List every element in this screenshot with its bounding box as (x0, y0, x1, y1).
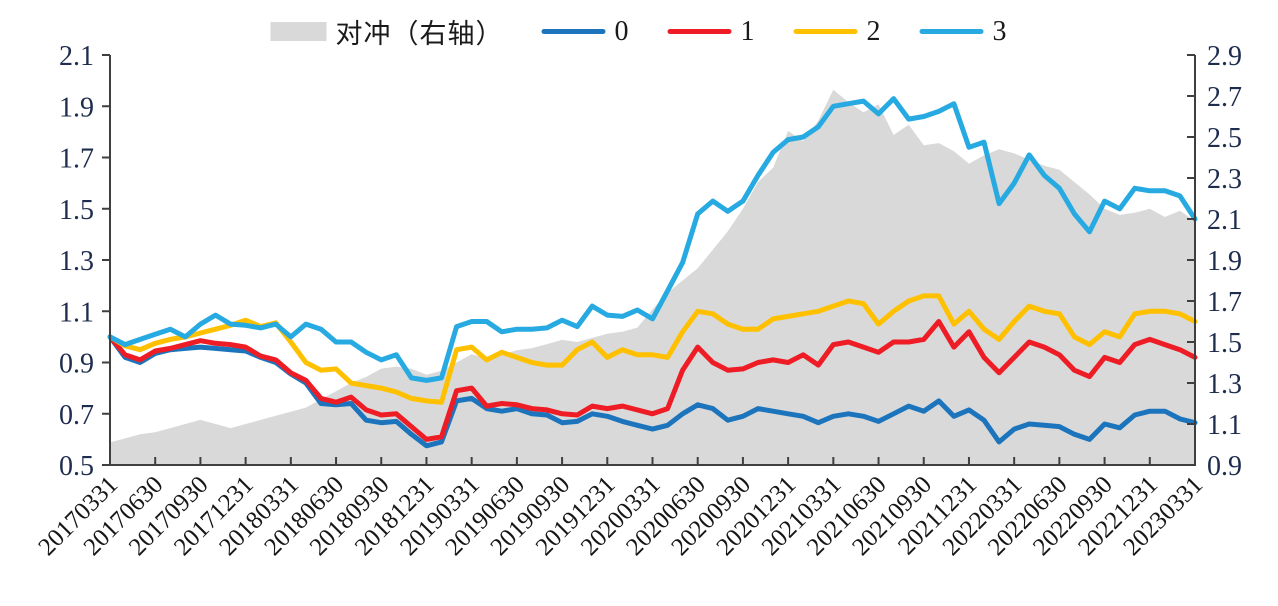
svg-text:2.5: 2.5 (1207, 123, 1242, 154)
chart-legend: 对冲（右轴） 0 1 2 3 (270, 12, 1008, 51)
svg-text:1.1: 1.1 (1207, 410, 1242, 441)
legend-item-1: 1 (667, 15, 756, 48)
svg-text:1.9: 1.9 (1207, 246, 1242, 277)
svg-text:1.5: 1.5 (59, 195, 94, 226)
svg-text:1.3: 1.3 (1207, 369, 1242, 400)
svg-text:0.7: 0.7 (59, 400, 94, 431)
legend-label-3: 3 (992, 15, 1008, 47)
series0-line-swatch-icon (541, 29, 606, 34)
svg-text:2.3: 2.3 (1207, 164, 1242, 195)
legend-item-3: 3 (919, 15, 1008, 48)
svg-text:1.7: 1.7 (1207, 287, 1242, 318)
svg-text:1.1: 1.1 (59, 297, 94, 328)
svg-text:2.7: 2.7 (1207, 82, 1242, 113)
series3-line-swatch-icon (919, 29, 984, 34)
legend-label-0: 0 (614, 15, 630, 47)
svg-text:0.9: 0.9 (1207, 451, 1242, 482)
svg-text:2.1: 2.1 (1207, 205, 1242, 236)
legend-label-2: 2 (866, 15, 882, 47)
svg-text:0.9: 0.9 (59, 349, 94, 380)
svg-text:0.5: 0.5 (59, 451, 94, 482)
svg-text:1.7: 1.7 (59, 144, 94, 175)
legend-label-hedge: 对冲（右轴） (335, 19, 504, 49)
series1-line-swatch-icon (667, 29, 732, 34)
svg-text:1.3: 1.3 (59, 246, 94, 277)
legend-item-2: 2 (793, 15, 882, 48)
legend-item-0: 0 (541, 15, 630, 48)
series2-line-swatch-icon (793, 29, 858, 34)
svg-text:1.5: 1.5 (1207, 328, 1242, 359)
legend-label-1: 1 (740, 15, 756, 47)
svg-text:2.9: 2.9 (1207, 41, 1242, 72)
hedge-area-swatch-icon (270, 22, 327, 41)
legend-item-hedge: 对冲（右轴） (270, 12, 504, 51)
svg-text:1.9: 1.9 (59, 92, 94, 123)
svg-text:2.1: 2.1 (59, 41, 94, 72)
